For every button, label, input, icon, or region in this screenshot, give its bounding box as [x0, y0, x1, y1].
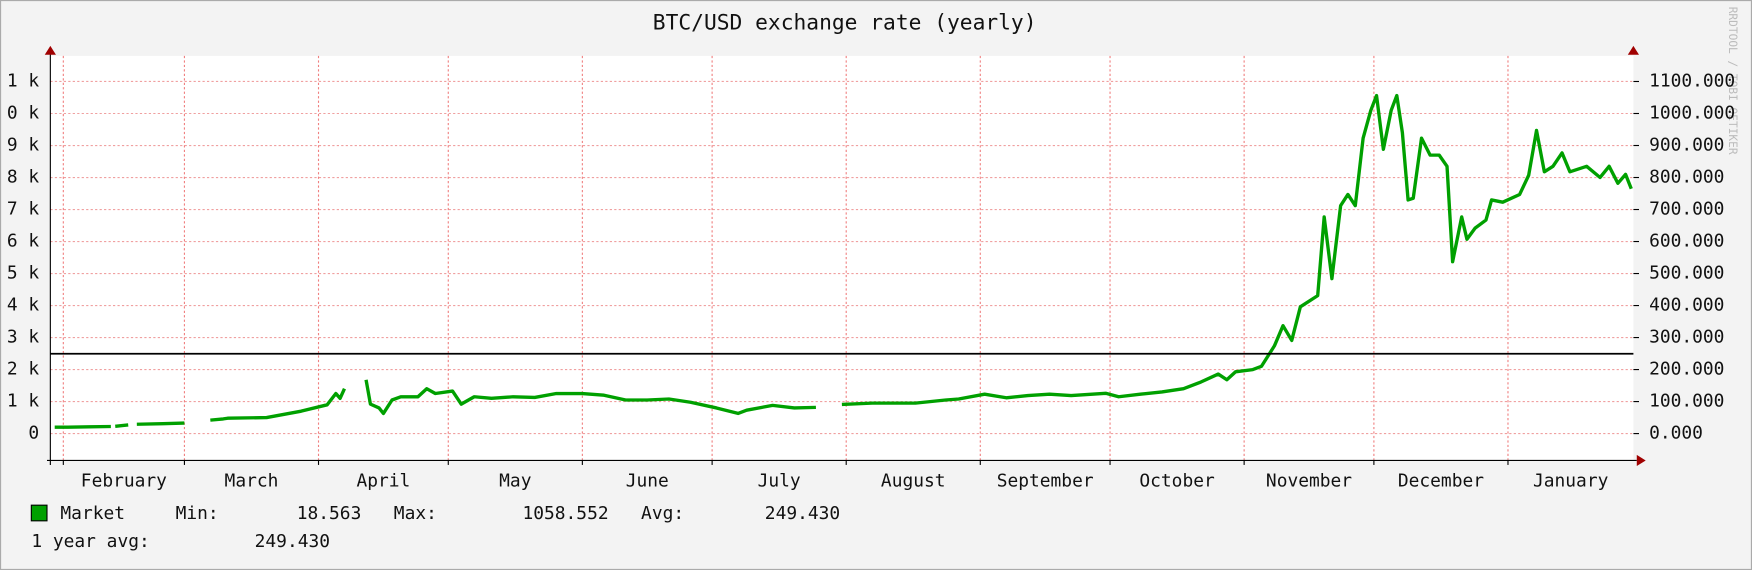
chart-title: BTC/USD exchange rate (yearly)	[653, 10, 1037, 35]
y2-tick-label: 700.000	[1649, 199, 1724, 220]
x-axis-arrow	[1636, 454, 1646, 467]
x-tick-label: September	[997, 471, 1094, 492]
y2-tick-label: 600.000	[1649, 231, 1724, 252]
y-axis-arrow	[44, 45, 56, 55]
y-tick-label: 7 k	[7, 199, 40, 220]
y-tick-label: 2 k	[7, 359, 40, 380]
y2-tick-label: 400.000	[1649, 295, 1724, 316]
legend-swatch	[30, 504, 48, 522]
y2-tick-label: 900.000	[1649, 135, 1724, 156]
watermark: RRDTOOL / TOBI OETIKER	[1726, 7, 1739, 155]
y2-tick-label: 0.000	[1649, 423, 1703, 444]
y-tick-label: 0 k	[7, 103, 40, 124]
y-tick-label: 8 k	[7, 167, 40, 188]
y2-tick-label: 1100.000	[1649, 70, 1735, 91]
y2-tick-label: 500.000	[1649, 263, 1724, 284]
y-tick-label: 3 k	[7, 327, 40, 348]
y-tick-label: 6 k	[7, 231, 40, 252]
x-tick-label: April	[356, 471, 410, 492]
x-tick-label: August	[881, 471, 946, 492]
y-tick-label: 1 k	[7, 391, 40, 412]
stat-label: Max:	[394, 503, 437, 524]
y-tick-label: 9 k	[7, 135, 40, 156]
stat-value: 249.430	[765, 503, 840, 524]
hrule-value: 249.430	[255, 531, 330, 552]
stat-label: Avg:	[641, 503, 684, 524]
y2-tick-label: 1000.000	[1649, 103, 1735, 124]
stat-label: Min:	[176, 503, 219, 524]
x-tick-label: May	[499, 471, 532, 492]
x-tick-label: February	[81, 471, 167, 492]
legend-label: Market	[60, 503, 125, 524]
y2-axis-arrow	[1627, 45, 1640, 55]
y-tick-label: 4 k	[7, 295, 40, 316]
plot-area	[50, 55, 1634, 461]
y-tick-label: 5 k	[7, 263, 40, 284]
x-tick-label: October	[1139, 471, 1215, 492]
x-tick-label: November	[1266, 471, 1352, 492]
y-tick-label: 1 k	[7, 70, 40, 91]
x-tick-label: January	[1533, 471, 1609, 492]
y-tick-label: 0	[28, 423, 39, 444]
x-tick-label: December	[1398, 471, 1484, 492]
x-tick-label: March	[225, 471, 279, 492]
y2-tick-label: 100.000	[1649, 391, 1724, 412]
marks	[50, 93, 1634, 429]
y2-tick-label: 200.000	[1649, 359, 1724, 380]
x-tick-label: June	[626, 471, 669, 492]
x-tick-label: July	[758, 471, 801, 492]
stat-value: 18.563	[297, 503, 362, 524]
y2-tick-label: 800.000	[1649, 167, 1724, 188]
hrule-label: 1 year avg:	[31, 531, 149, 552]
stat-value: 1058.552	[522, 503, 608, 524]
y2-tick-label: 300.000	[1649, 327, 1724, 348]
line-series	[54, 93, 1633, 429]
